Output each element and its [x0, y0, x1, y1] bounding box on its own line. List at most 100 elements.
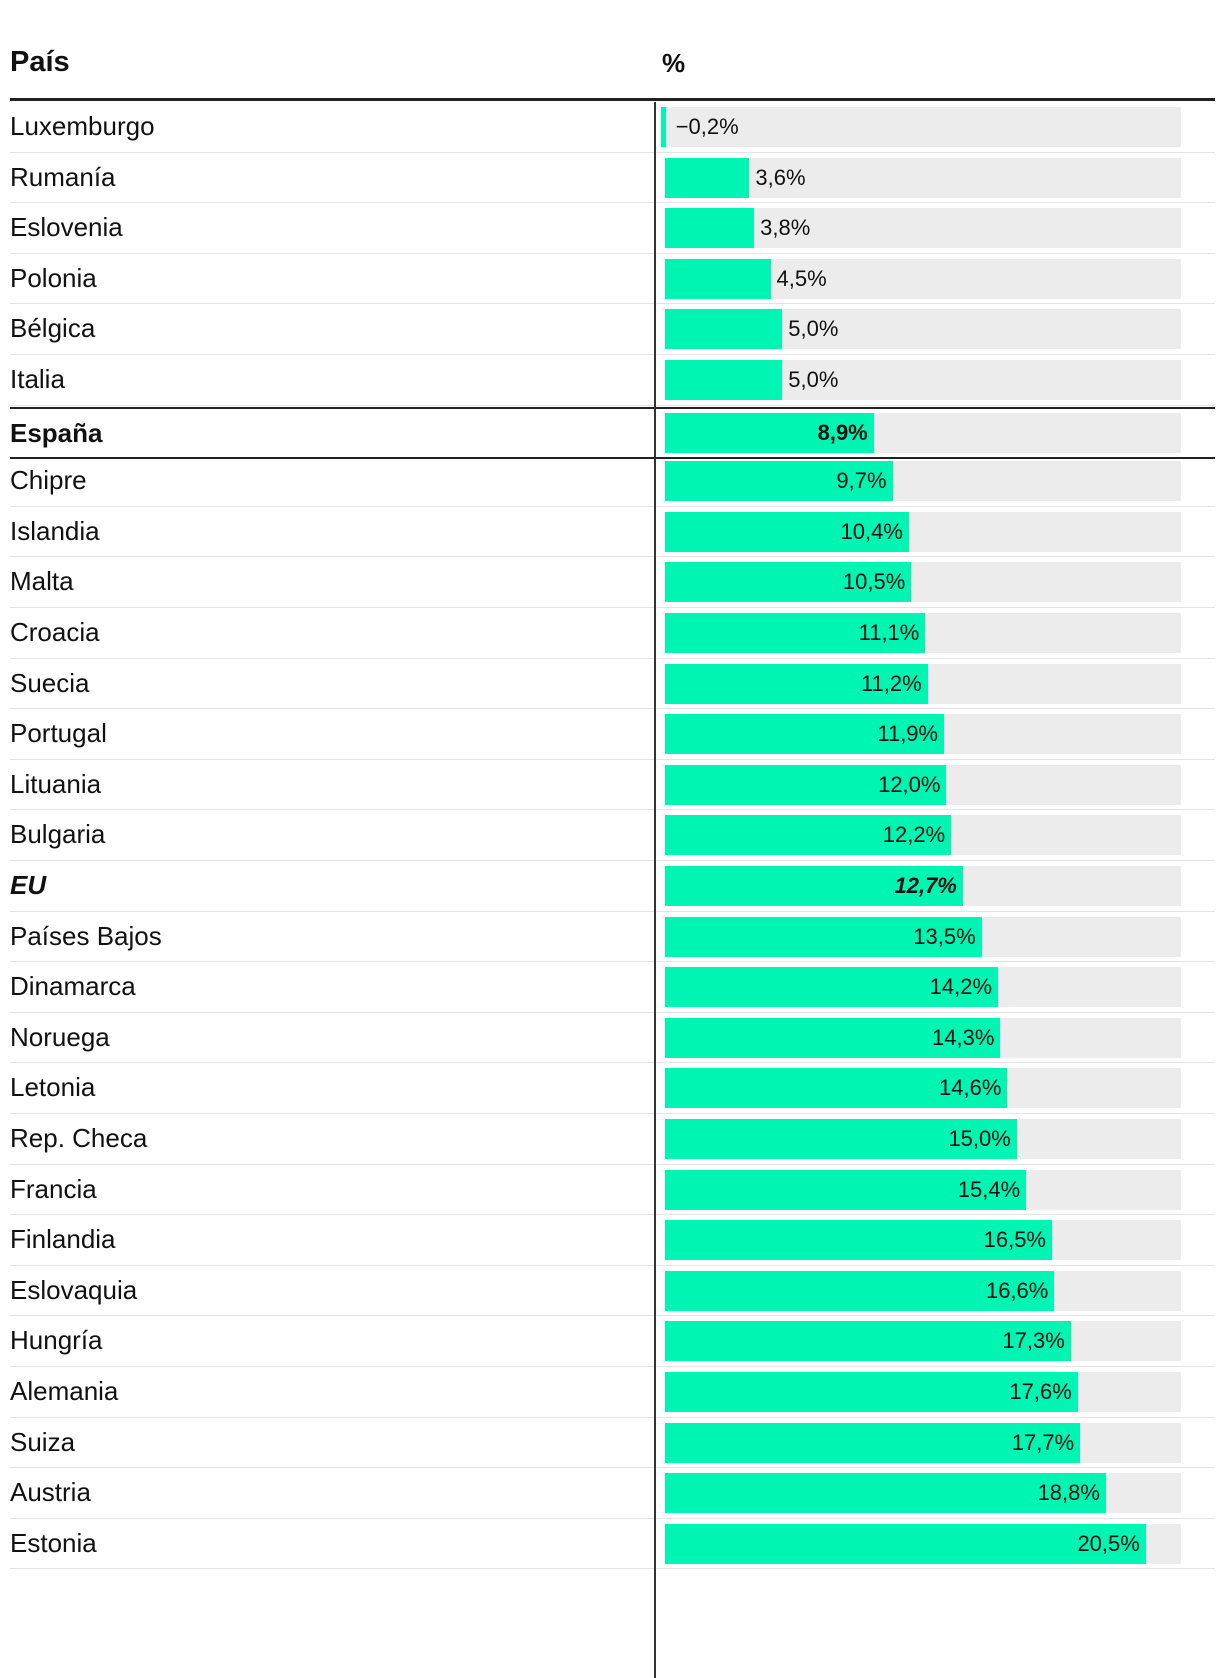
bar — [665, 1422, 1081, 1463]
bar-track: 11,1% — [665, 613, 1181, 653]
value-label: 14,2% — [929, 974, 993, 1000]
value-label: 13,5% — [913, 923, 976, 949]
table-row: España 8,9% — [10, 406, 1215, 460]
country-label: Letonia — [10, 1072, 96, 1103]
country-label: Francia — [10, 1173, 97, 1204]
country-label: Dinamarca — [10, 971, 136, 1002]
value-label: 17,6% — [1009, 1379, 1072, 1404]
table-row: Italia 5,0% — [10, 355, 1215, 406]
header-divider — [10, 98, 1215, 101]
bar — [665, 562, 912, 603]
country-label: Polonia — [10, 262, 97, 293]
table-row: Suecia 11,2% — [10, 659, 1215, 710]
value-label: 3,6% — [755, 164, 806, 190]
table-row: Noruega 14,3% — [10, 1013, 1215, 1064]
country-label: España — [10, 417, 103, 448]
table-row: Islandia 10,4% — [10, 507, 1215, 558]
bar — [665, 309, 783, 350]
bar — [665, 1169, 1027, 1210]
table-row: Rep. Checa 15,0% — [10, 1114, 1215, 1165]
bar-table-chart: País % Luxemburgo −0,2% Rumanía 3,6% Esloven… — [10, 0, 1215, 1678]
bar-track: 13,5% — [665, 916, 1181, 957]
zero-axis-line — [654, 102, 656, 1678]
table-row: Polonia 4,5% — [10, 254, 1215, 305]
country-label: Suecia — [10, 667, 90, 698]
value-label: 14,3% — [932, 1024, 995, 1050]
value-label: 3,8% — [760, 215, 811, 241]
country-label: Italia — [10, 364, 65, 394]
bar-track: 10,5% — [665, 562, 1181, 603]
value-label: 16,6% — [985, 1277, 1049, 1303]
bar-track: 20,5% — [665, 1523, 1181, 1564]
bar — [665, 258, 771, 299]
table-row: Suiza 17,7% — [10, 1418, 1215, 1469]
bar-track: 3,6% — [665, 157, 1181, 198]
value-label: 17,7% — [1011, 1429, 1075, 1455]
value-label: 11,2% — [860, 670, 922, 696]
table-row: EU 12,7% — [10, 861, 1215, 912]
bar — [665, 1017, 1001, 1058]
country-label: Eslovenia — [10, 212, 123, 243]
value-label: 18,8% — [1037, 1480, 1100, 1506]
table-row: Hungría 17,3% — [10, 1316, 1215, 1367]
value-label: 17,3% — [1002, 1328, 1065, 1354]
bar — [665, 1119, 1017, 1159]
bar — [665, 1068, 1008, 1109]
table-row: Malta 10,5% — [10, 557, 1215, 608]
bar — [665, 157, 750, 198]
bar — [665, 1220, 1052, 1261]
value-label: 10,5% — [842, 569, 906, 595]
bar — [665, 1321, 1071, 1362]
value-label: 20,5% — [1077, 1530, 1140, 1556]
bar-track: −0,2% — [661, 107, 1181, 147]
table-row: Bélgica 5,0% — [10, 304, 1215, 355]
percent-column-header: % — [662, 48, 686, 78]
value-label: 12,7% — [894, 873, 957, 898]
bar-track: 5,0% — [665, 309, 1181, 350]
country-label: Luxemburgo — [10, 111, 155, 141]
bar-track: 11,9% — [665, 714, 1181, 755]
bar — [665, 360, 783, 400]
country-label: Croacia — [10, 617, 100, 647]
table-row: Croacia 11,1% — [10, 608, 1215, 659]
country-label: Eslovaquia — [10, 1274, 138, 1305]
country-label: Lituania — [10, 768, 102, 799]
bar-track: 16,5% — [665, 1220, 1181, 1261]
table-row: Alemania 17,6% — [10, 1367, 1215, 1418]
bar — [665, 1523, 1146, 1564]
value-label: 15,0% — [948, 1126, 1011, 1151]
value-label: 12,0% — [878, 771, 941, 797]
bar-track: 16,6% — [665, 1270, 1181, 1311]
bar — [665, 764, 947, 805]
table-row: Eslovenia 3,8% — [10, 203, 1215, 254]
country-label: Austria — [10, 1477, 91, 1508]
table-row: Finlandia 16,5% — [10, 1215, 1215, 1266]
country-label: Estonia — [10, 1527, 97, 1558]
value-label: 8,9% — [817, 419, 868, 445]
bar — [661, 107, 666, 147]
bar-track: 11,2% — [665, 663, 1181, 704]
bar-track: 14,6% — [665, 1068, 1181, 1109]
bar — [665, 412, 874, 453]
bar-track: 4,5% — [665, 258, 1181, 299]
bar-track: 14,3% — [665, 1017, 1181, 1058]
country-label: EU — [10, 870, 47, 900]
table-row: Rumanía 3,6% — [10, 153, 1215, 204]
value-label: 15,4% — [957, 1176, 1021, 1202]
value-label: 5,0% — [788, 316, 839, 342]
table-row: Estonia 20,5% — [10, 1519, 1215, 1570]
value-label: 11,1% — [858, 620, 920, 645]
bar — [665, 1270, 1055, 1311]
bar — [665, 916, 982, 957]
country-label: Bulgaria — [10, 819, 106, 850]
table-row: Portugal 11,9% — [10, 709, 1215, 760]
table-row: Dinamarca 14,2% — [10, 962, 1215, 1013]
country-label: Alemania — [10, 1376, 119, 1406]
table-header: País % — [10, 40, 1215, 101]
value-label: 5,0% — [788, 367, 839, 392]
country-label: Finlandia — [10, 1224, 116, 1255]
table-row: Países Bajos 13,5% — [10, 912, 1215, 963]
value-label: 4,5% — [776, 265, 827, 291]
bar-track: 18,8% — [665, 1473, 1181, 1514]
country-label: Suiza — [10, 1426, 76, 1457]
